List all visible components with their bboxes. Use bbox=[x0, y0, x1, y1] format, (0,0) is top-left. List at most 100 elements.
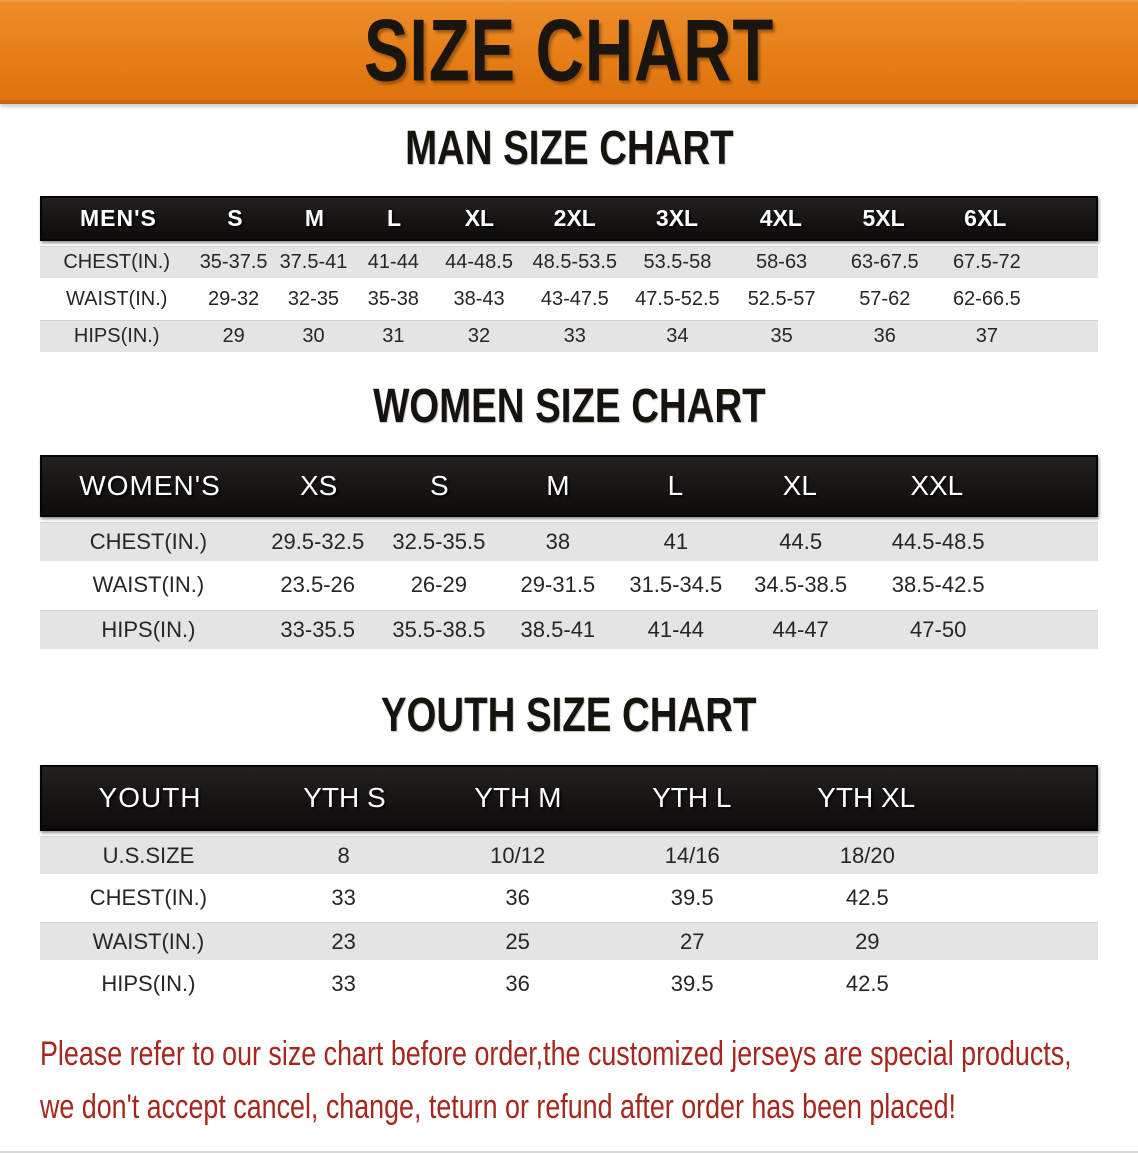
size-cell: 37 bbox=[975, 325, 998, 348]
youth-table-label: YOUTH bbox=[98, 782, 202, 814]
women-section-heading-text: WOMEN SIZE CHART bbox=[372, 380, 766, 434]
man-size-section: MAN SIZE CHART MEN'S S M L XL 2XL 3XL 4X… bbox=[0, 122, 1138, 353]
size-cell: 34.5-38.5 bbox=[754, 572, 848, 598]
women-col-xxl: XXL bbox=[910, 469, 964, 501]
row-label: CHEST(IN.) bbox=[89, 885, 208, 911]
size-cell: 44-47 bbox=[772, 616, 829, 642]
disclaimer-line-1-text: Please refer to our size chart before or… bbox=[40, 1035, 1072, 1074]
spacer-cell bbox=[1010, 566, 1098, 605]
size-cell: 33 bbox=[331, 885, 356, 911]
size-cell: 67.5-72 bbox=[952, 251, 1021, 274]
spacer-cell bbox=[954, 767, 1096, 829]
youth-section-heading-text: YOUTH SIZE CHART bbox=[381, 688, 757, 742]
women-col-l: L bbox=[667, 469, 684, 501]
row-label: HIPS(IN.) bbox=[101, 616, 196, 642]
men-size-table: MEN'S S M L XL 2XL 3XL 4XL 5XL 6XL CHEST… bbox=[40, 196, 1098, 353]
size-cell: 52.5-57 bbox=[747, 287, 816, 310]
youth-waist-row: WAIST(IN.) 23 25 27 29 bbox=[40, 922, 1098, 961]
spacer-cell bbox=[1038, 321, 1098, 352]
man-section-heading: MAN SIZE CHART bbox=[0, 122, 1138, 175]
youth-col-xl: YTH XL bbox=[817, 782, 916, 814]
row-label: HIPS(IN.) bbox=[101, 971, 196, 997]
size-cell: 38-43 bbox=[453, 287, 505, 310]
row-label: U.S.SIZE bbox=[102, 842, 195, 868]
size-cell: 36 bbox=[505, 971, 530, 997]
size-cell: 38 bbox=[545, 528, 571, 554]
women-chest-row: CHEST(IN.) 29.5-32.5 32.5-35.5 38 41 44.… bbox=[40, 521, 1098, 561]
size-cell: 23 bbox=[331, 928, 356, 954]
size-cell: 30 bbox=[302, 325, 325, 348]
size-cell: 23.5-26 bbox=[280, 572, 356, 598]
size-cell: 29 bbox=[222, 325, 245, 348]
youth-section-heading: YOUTH SIZE CHART bbox=[0, 688, 1138, 742]
size-cell: 33 bbox=[331, 971, 356, 997]
size-cell: 47.5-52.5 bbox=[635, 287, 720, 310]
size-cell: 10/12 bbox=[490, 842, 546, 868]
men-table-label: MEN'S bbox=[79, 205, 157, 232]
size-cell: 57-62 bbox=[859, 287, 911, 310]
men-col-4xl: 4XL bbox=[759, 205, 802, 232]
youth-col-m: YTH M bbox=[474, 782, 562, 814]
men-table-header-row: MEN'S S M L XL 2XL 3XL 4XL 5XL 6XL bbox=[40, 196, 1098, 242]
men-chest-row: CHEST(IN.) 35-37.5 37.5-41 41-44 44-48.5… bbox=[40, 246, 1098, 279]
men-hips-row: HIPS(IN.) 29 30 31 32 33 34 35 36 37 bbox=[40, 320, 1098, 353]
size-cell: 41-44 bbox=[647, 616, 704, 642]
spacer-cell bbox=[1008, 457, 1095, 515]
man-section-heading-text: MAN SIZE CHART bbox=[404, 122, 734, 175]
size-cell: 39.5 bbox=[670, 885, 714, 911]
women-col-m: M bbox=[546, 469, 570, 501]
size-cell: 32.5-35.5 bbox=[392, 528, 486, 554]
men-col-m: M bbox=[304, 205, 325, 232]
spacer-cell bbox=[955, 837, 1098, 874]
size-cell: 36 bbox=[873, 325, 896, 348]
women-waist-row: WAIST(IN.) 23.5-26 26-29 29-31.5 31.5-34… bbox=[40, 565, 1098, 605]
spacer-cell bbox=[1010, 523, 1098, 561]
size-cell: 8 bbox=[337, 842, 350, 868]
row-label: WAIST(IN.) bbox=[92, 928, 205, 954]
page-title: SIZE CHART bbox=[363, 2, 775, 100]
row-label: CHEST(IN.) bbox=[89, 528, 208, 554]
disclaimer-line-2-text: we don't accept cancel, change, teturn o… bbox=[40, 1088, 956, 1127]
disclaimer: Please refer to our size chart before or… bbox=[40, 1031, 1118, 1137]
youth-ussize-row: U.S.SIZE 8 10/12 14/16 18/20 bbox=[40, 836, 1098, 875]
men-col-6xl: 6XL bbox=[964, 205, 1007, 232]
size-cell: 58-63 bbox=[756, 251, 808, 274]
row-label: WAIST(IN.) bbox=[65, 287, 168, 310]
size-cell: 35.5-38.5 bbox=[392, 616, 486, 642]
youth-chest-row: CHEST(IN.) 33 36 39.5 42.5 bbox=[40, 879, 1098, 918]
size-cell: 36 bbox=[505, 885, 530, 911]
size-cell: 41-44 bbox=[367, 251, 419, 274]
youth-col-l: YTH L bbox=[652, 782, 732, 814]
men-waist-row: WAIST(IN.) 29-32 32-35 35-38 38-43 43-47… bbox=[40, 283, 1098, 316]
youth-size-table: YOUTH YTH S YTH M YTH L YTH XL U.S.SIZE … bbox=[40, 765, 1098, 1004]
size-cell: 35-37.5 bbox=[199, 251, 268, 274]
spacer-cell bbox=[955, 879, 1098, 917]
size-cell: 63-67.5 bbox=[850, 251, 919, 274]
women-section-heading: WOMEN SIZE CHART bbox=[0, 380, 1138, 434]
size-cell: 35 bbox=[770, 325, 793, 348]
women-col-s: S bbox=[429, 469, 449, 501]
size-cell: 44.5 bbox=[779, 528, 823, 554]
spacer-cell bbox=[955, 923, 1098, 960]
men-col-xl: XL bbox=[464, 205, 495, 232]
size-cell: 44.5-48.5 bbox=[891, 528, 985, 554]
men-col-s: S bbox=[227, 205, 243, 232]
size-cell: 32-35 bbox=[287, 287, 340, 310]
size-cell: 35-38 bbox=[367, 287, 419, 310]
size-cell: 47-50 bbox=[910, 616, 967, 642]
spacer-cell bbox=[955, 965, 1098, 1003]
men-col-5xl: 5XL bbox=[862, 205, 905, 232]
women-col-xl: XL bbox=[782, 469, 817, 501]
size-cell: 31.5-34.5 bbox=[629, 572, 723, 598]
row-label: HIPS(IN.) bbox=[73, 325, 160, 348]
disclaimer-line-1: Please refer to our size chart before or… bbox=[40, 1031, 1118, 1084]
size-cell: 42.5 bbox=[845, 885, 889, 911]
banner: SIZE CHART bbox=[0, 0, 1138, 104]
size-cell: 41 bbox=[663, 528, 689, 554]
size-cell: 14/16 bbox=[664, 842, 720, 868]
youth-hips-row: HIPS(IN.) 33 36 39.5 42.5 bbox=[40, 965, 1098, 1004]
size-cell: 34 bbox=[666, 325, 689, 348]
women-table-label: WOMEN'S bbox=[79, 469, 221, 501]
women-size-section: WOMEN SIZE CHART WOMEN'S XS S M L XL XXL… bbox=[0, 380, 1138, 649]
